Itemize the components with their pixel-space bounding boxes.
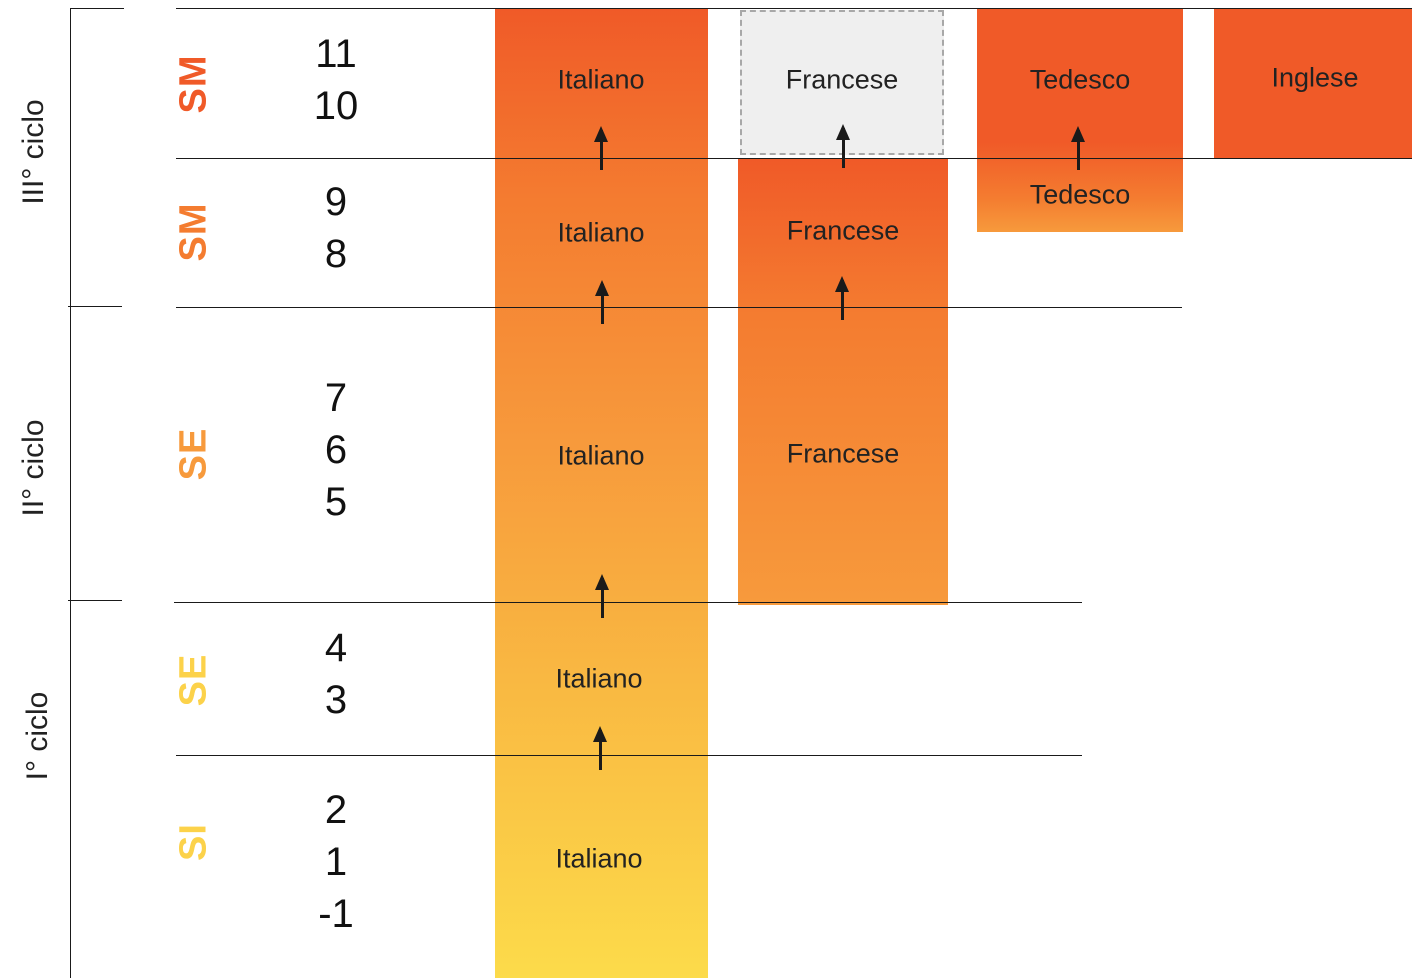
school-label-se-upper: SE [172,427,215,481]
italiano-label-grade-1-2: Italiano [555,843,643,874]
cycle-label-ii: II° ciclo [17,419,50,517]
francese-label-grade-5-7: Francese [786,438,900,469]
grade-number: 4 [324,626,348,670]
grade-number: 9 [324,180,348,224]
grade-number: 7 [324,376,348,420]
inglese-block [1214,8,1412,159]
grades-group-2-minus1: 2 1 -1 [300,784,372,940]
italiano-label-grade-3-4: Italiano [555,663,643,694]
cycle-bracket-line [70,8,71,978]
cycle-divider-2-1 [68,600,122,601]
cycle-label-i: I° ciclo [21,691,54,781]
school-label-si: SI [172,823,215,861]
grades-group-11-10: 11 10 [300,28,372,132]
school-label-se-lower: SE [172,653,215,707]
cycle-label-iii: III° ciclo [17,99,50,205]
grade-number: 6 [324,428,348,472]
italiano-label-grade-8-9: Italiano [557,217,645,248]
grade-number: 3 [324,678,348,722]
cycle-divider-3-2 [68,306,122,307]
grade-number: 11 [315,32,357,76]
italiano-label-grade-5-7: Italiano [557,440,645,471]
grade-number: 1 [324,840,348,884]
francese-label-grade-8-9: Francese [786,215,900,246]
grid-line-grade-2-3 [176,755,1082,756]
grid-line-grade-9-10 [176,158,1412,159]
grade-number: 10 [313,84,359,128]
grid-line-grade-7-8 [176,307,1182,308]
francese-column [738,159,948,605]
cycle-top-line [70,8,124,9]
grade-number: 2 [324,788,348,832]
grade-number: 5 [324,480,348,524]
grade-number: -1 [318,892,354,936]
grades-group-7-5: 7 6 5 [300,372,372,528]
grid-line-grade-4-5 [174,602,1082,603]
grade-number: 8 [324,232,348,276]
grades-group-4-3: 4 3 [300,622,372,726]
school-label-sm-upper: SM [172,54,215,114]
tedesco-label-grade-9: Tedesco [1029,179,1131,210]
grid-line-top [176,8,1412,9]
inglese-label: Inglese [1271,62,1359,93]
school-label-sm-lower: SM [172,202,215,262]
francese-label-optional: Francese [785,64,899,95]
italiano-label-grade-10-11: Italiano [557,64,645,95]
grades-group-9-8: 9 8 [300,176,372,280]
tedesco-label-grade-10-11: Tedesco [1029,64,1131,95]
tedesco-column [977,8,1183,232]
